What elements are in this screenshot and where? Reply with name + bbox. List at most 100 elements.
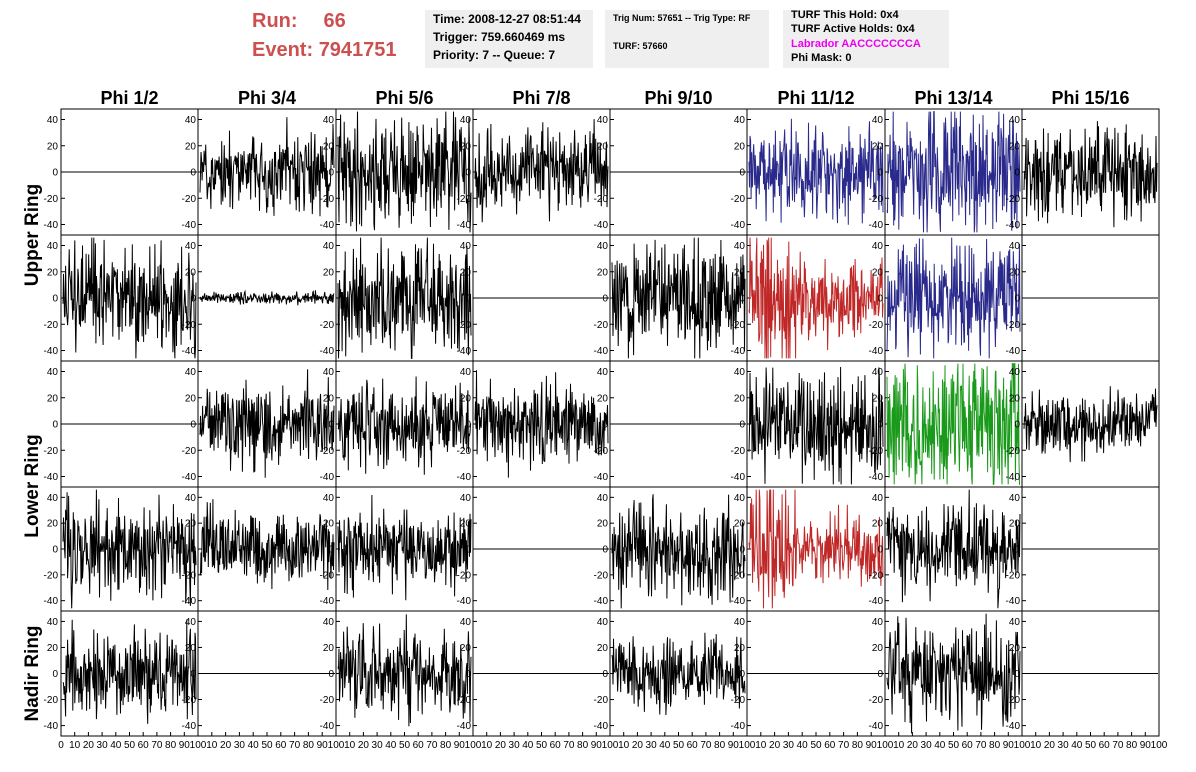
x-tick-label: 100	[1151, 740, 1168, 751]
y-tick-label: -20	[44, 570, 59, 581]
waveform-panel	[60, 234, 199, 362]
y-tick-label: 0	[877, 669, 883, 680]
x-tick-label: 10	[618, 740, 630, 751]
waveform-trace	[886, 613, 1021, 734]
y-tick-label: 20	[460, 643, 472, 654]
waveform-panel: -40 -20 0 20 40	[320, 234, 474, 362]
y-tick-label: -40	[731, 220, 746, 231]
y-tick-label: 0	[465, 294, 471, 305]
x-tick-label: 90	[728, 740, 740, 751]
x-tick-label: 90	[591, 740, 603, 751]
y-tick-label: -20	[731, 194, 746, 205]
x-tick-label: 60	[1099, 740, 1111, 751]
y-tick-label: -20	[869, 570, 884, 581]
y-tick-label: 0	[602, 669, 608, 680]
y-tick-label: 40	[1009, 115, 1021, 126]
y-tick-label: 40	[323, 115, 335, 126]
y-tick-label: -40	[320, 596, 335, 607]
event-value: 7941751	[318, 39, 397, 61]
y-tick-label: 40	[597, 493, 609, 504]
y-tick-label: 20	[597, 643, 609, 654]
y-tick-label: -40	[44, 220, 59, 231]
y-tick-label: -20	[457, 570, 472, 581]
y-tick-label: 0	[52, 294, 58, 305]
waveform-trace	[1023, 121, 1158, 228]
y-tick-label: 20	[185, 643, 197, 654]
x-tick-label: 80	[1126, 740, 1138, 751]
waveform-panel: -40 -20 0 20 40	[457, 486, 611, 612]
x-tick-label: 40	[110, 740, 122, 751]
y-tick-label: -20	[869, 695, 884, 706]
y-tick-label: 40	[323, 493, 335, 504]
y-tick-label: -40	[182, 220, 197, 231]
y-tick-label: 20	[323, 141, 335, 152]
x-tick-label: 80	[852, 740, 864, 751]
x-tick-label: 70	[426, 740, 438, 751]
y-tick-label: -40	[594, 346, 609, 357]
x-tick-label: 80	[165, 740, 177, 751]
y-tick-label: 40	[460, 367, 472, 378]
x-tick-label: 60	[275, 740, 287, 751]
x-tick-label: 40	[522, 740, 534, 751]
row-label: Upper Ring	[22, 184, 43, 286]
x-tick-label: 40	[1071, 740, 1083, 751]
y-tick-label: -20	[731, 320, 746, 331]
y-tick-label: -40	[869, 346, 884, 357]
y-tick-label: -40	[44, 472, 59, 483]
row-label: Lower Ring	[22, 434, 43, 537]
x-tick-label: 70	[975, 740, 987, 751]
y-tick-label: 20	[185, 141, 197, 152]
y-tick-label: -20	[594, 320, 609, 331]
y-tick-label: 20	[47, 141, 59, 152]
x-tick-label: 60	[550, 740, 562, 751]
y-tick-label: 40	[47, 617, 59, 628]
x-tick-label: 10	[206, 740, 218, 751]
y-tick-label: 20	[872, 519, 884, 530]
turf-text: TURF: 57660	[613, 41, 668, 51]
y-tick-label: -40	[594, 472, 609, 483]
y-tick-label: 40	[47, 493, 59, 504]
x-tick-label: 50	[261, 740, 273, 751]
waveform-trace	[337, 614, 472, 727]
y-tick-label: 20	[872, 393, 884, 404]
y-tick-label: 0	[602, 545, 608, 556]
y-tick-label: 40	[185, 367, 197, 378]
y-tick-label: 20	[460, 393, 472, 404]
y-tick-label: -20	[594, 695, 609, 706]
waveform-trace	[748, 489, 884, 609]
y-tick-label: 0	[52, 545, 58, 556]
y-tick-label: -40	[457, 721, 472, 732]
y-tick-label: 0	[190, 669, 196, 680]
y-tick-label: -20	[182, 695, 197, 706]
panel-frame	[472, 108, 611, 236]
y-tick-label: -20	[457, 695, 472, 706]
y-tick-label: -40	[869, 721, 884, 732]
y-tick-label: 0	[52, 168, 58, 179]
waveform-panel: -40 -20 0 20 40	[594, 234, 748, 362]
time-info-box: Time: 2008-12-27 08:51:44 Trigger: 759.6…	[425, 10, 593, 68]
waveform-trace	[199, 117, 335, 217]
turf-info-box: TURF This Hold: 0x4 TURF Active Holds: 0…	[783, 9, 949, 68]
y-tick-label: 20	[1009, 267, 1021, 278]
y-tick-label: 0	[877, 294, 883, 305]
y-tick-label: 40	[185, 241, 197, 252]
y-tick-label: -40	[457, 220, 472, 231]
y-tick-label: 20	[597, 141, 609, 152]
y-tick-label: 40	[185, 115, 197, 126]
y-tick-label: 0	[877, 168, 883, 179]
x-tick-label: 10	[69, 740, 81, 751]
waveform-trace	[337, 111, 472, 233]
y-tick-label: -40	[320, 220, 335, 231]
waveform-trace	[886, 111, 1021, 233]
y-tick-label: -20	[594, 194, 609, 205]
x-tick-label: 10	[481, 740, 493, 751]
y-tick-label: 40	[185, 493, 197, 504]
waveform-panel: -40 -20 0 20 40	[594, 486, 748, 612]
y-tick-label: -20	[869, 320, 884, 331]
y-tick-label: -40	[1006, 346, 1021, 357]
y-tick-label: 20	[323, 267, 335, 278]
y-tick-label: -20	[44, 695, 59, 706]
x-tick-label: 20	[769, 740, 781, 751]
y-tick-label: 0	[328, 669, 334, 680]
x-tick-label: 60	[824, 740, 836, 751]
